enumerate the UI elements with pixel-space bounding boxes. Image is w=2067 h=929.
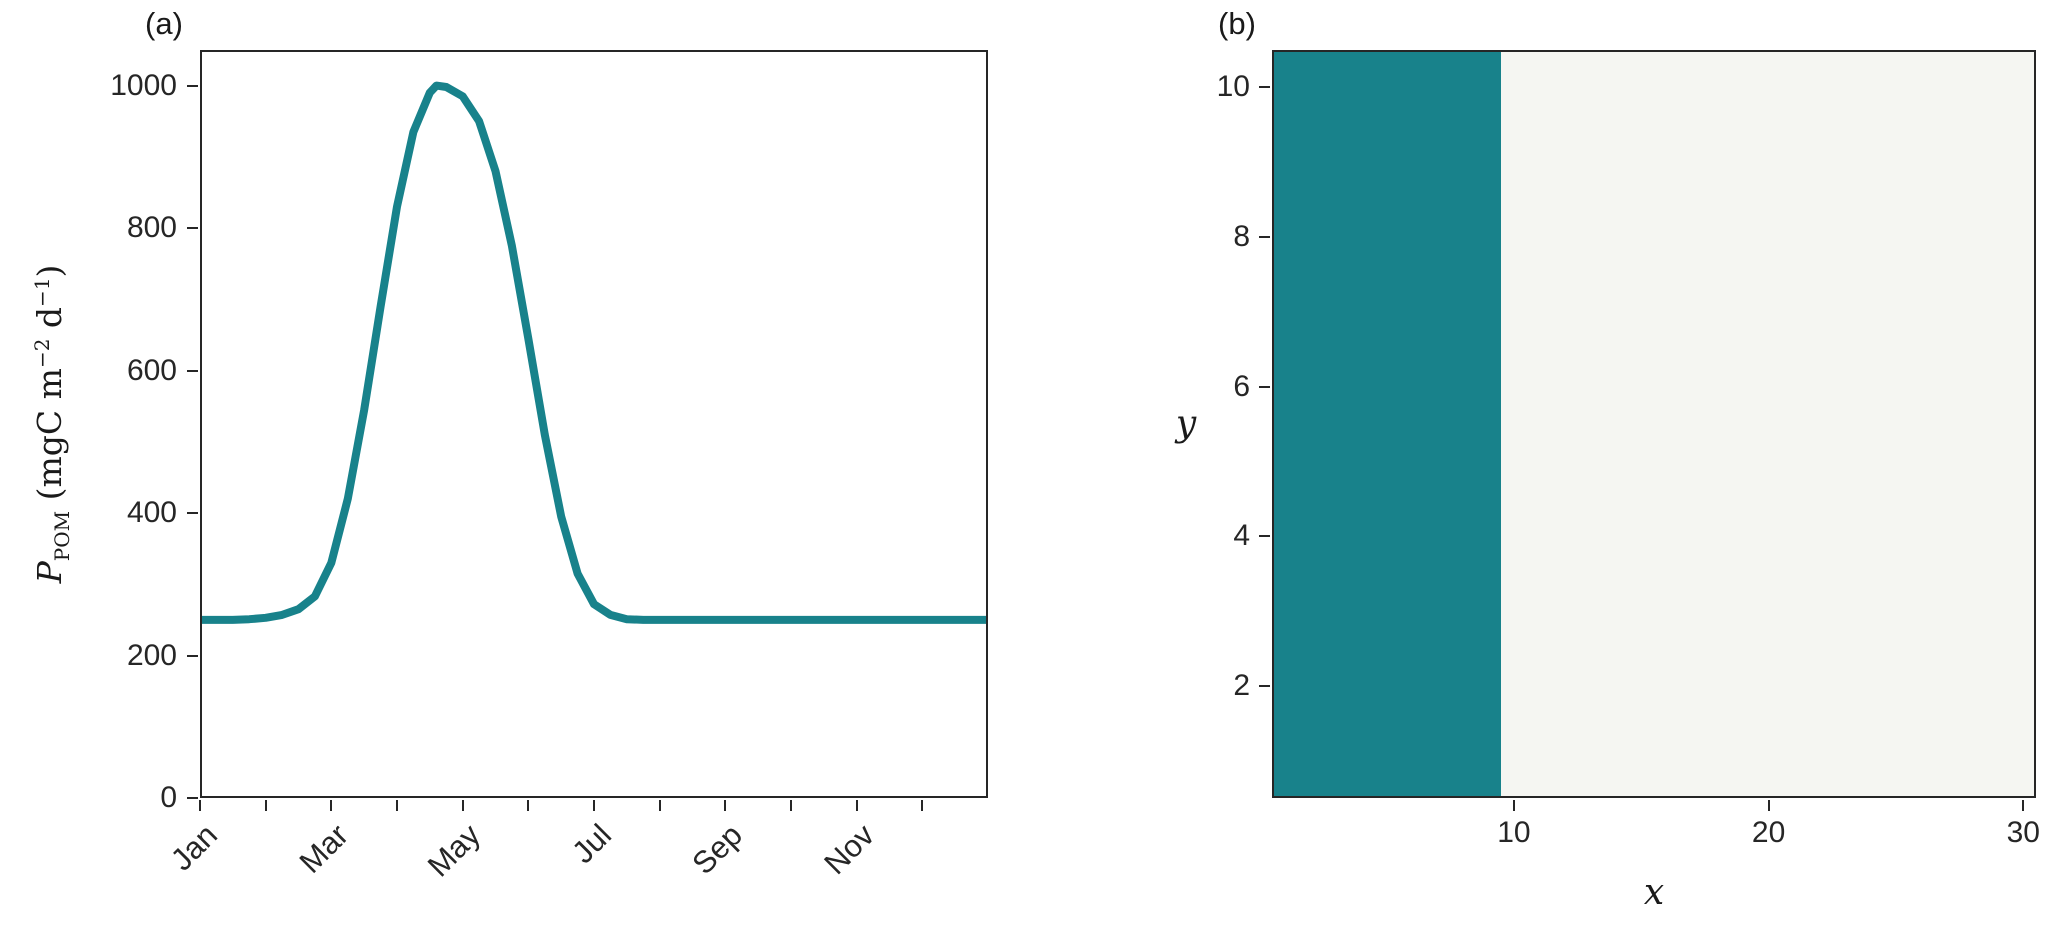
ylabel-unit-mid: d bbox=[30, 306, 70, 339]
panel-a-y-tick-mark bbox=[187, 369, 198, 372]
panel-b-x-tick-mark bbox=[1767, 800, 1770, 811]
ylabel-unit-exponent-2: −1 bbox=[30, 277, 55, 307]
panel-a-x-tick-mark bbox=[264, 800, 267, 811]
panel-a-y-tick-label: 400 bbox=[126, 496, 177, 530]
panel-a-x-tick-label: Mar bbox=[292, 817, 356, 880]
panel-b-y-tick-mark bbox=[1259, 86, 1270, 89]
panel-b-axes-frame bbox=[1272, 50, 2036, 798]
panel-a-x-tick-mark bbox=[330, 800, 333, 811]
panel-a-y-tick-label: 800 bbox=[126, 211, 177, 245]
panel-a-x-tick-mark bbox=[199, 800, 201, 811]
panel-a-x-tick-label: Jul bbox=[565, 817, 619, 871]
panel-b-y-tick-mark bbox=[1259, 684, 1270, 687]
panel-b-x-tick-label: 10 bbox=[1497, 816, 1531, 849]
panel-a-x-tick-label: May bbox=[420, 817, 487, 884]
panel-b-y-tick-label: 10 bbox=[1216, 70, 1250, 104]
panel-b-heatmap-region-1 bbox=[1272, 50, 1502, 798]
panel-a-x-tick-label: Nov bbox=[816, 817, 881, 882]
ylabel-unit-open: (mgC m bbox=[30, 368, 70, 511]
panel-b-x-tick-mark bbox=[2022, 800, 2025, 811]
panel-a-x-tick-mark bbox=[790, 800, 792, 811]
panel-a-y-tick-label: 1000 bbox=[110, 68, 177, 102]
panel-b-heatmap-region-2 bbox=[1501, 50, 2036, 798]
panel-a-axes-frame bbox=[200, 50, 988, 798]
panel-a-y-tick-label: 600 bbox=[126, 353, 177, 387]
ylabel-unit-exponent-1: −2 bbox=[30, 338, 55, 369]
panel-a-y-tick-mark bbox=[187, 227, 198, 230]
panel-a-y-tick-label: 200 bbox=[126, 638, 177, 672]
panel-b-x-tick-mark bbox=[1512, 800, 1515, 811]
panel-b-y-tick-label: 2 bbox=[1233, 668, 1250, 702]
panel-b-y-tick-mark bbox=[1259, 535, 1270, 538]
panel-a-x-tick-label: Jan bbox=[163, 817, 225, 878]
panel-a-tag: (a) bbox=[145, 6, 183, 41]
panel-b-y-tick-label: 4 bbox=[1233, 519, 1250, 553]
panel-a-y-tick-mark bbox=[187, 797, 198, 799]
panel-a-x-tick-mark bbox=[527, 800, 530, 811]
panel-a-y-tick-mark bbox=[187, 512, 198, 515]
panel-a-x-tick-mark bbox=[658, 800, 661, 811]
panel-b-x-tick-label: 20 bbox=[1751, 816, 1786, 849]
panel-a-y-axis-label: PPOM (mgC m−2 d−1) bbox=[30, 265, 74, 584]
panel-a-x-tick-mark bbox=[396, 800, 398, 811]
panel-b-y-tick-label: 6 bbox=[1233, 369, 1250, 403]
panel-a-x-tick-mark bbox=[921, 800, 924, 811]
panel-b-y-axis-label: y bbox=[1175, 403, 1197, 445]
panel-a-y-tick-label: 0 bbox=[160, 781, 177, 814]
ylabel-unit-close: ) bbox=[30, 264, 70, 278]
panel-a-y-tick-mark bbox=[187, 654, 198, 657]
panel-a-x-tick-mark bbox=[461, 800, 464, 811]
panel-b-y-tick-mark bbox=[1259, 236, 1270, 238]
panel-a-x-tick-label: Sep bbox=[685, 817, 750, 882]
panel-b-y-tick-label: 8 bbox=[1233, 220, 1250, 253]
panel-b-tag: (b) bbox=[1218, 6, 1256, 41]
panel-b-x-tick-label: 30 bbox=[2006, 816, 2040, 849]
panel-a-plot-svg bbox=[200, 81, 988, 624]
panel-b-x-axis-label: x bbox=[1643, 872, 1665, 913]
ppom-seasonal-curve bbox=[200, 81, 988, 624]
panel-a-y-tick-mark bbox=[187, 84, 198, 87]
panel-a-x-tick-mark bbox=[855, 800, 858, 811]
ylabel-variable-subscript: POM bbox=[49, 510, 74, 562]
panel-b-y-tick-mark bbox=[1259, 385, 1270, 388]
panel-a-x-tick-mark bbox=[593, 800, 595, 811]
panel-a-x-tick-mark bbox=[724, 800, 727, 811]
ylabel-variable: P bbox=[30, 561, 70, 584]
